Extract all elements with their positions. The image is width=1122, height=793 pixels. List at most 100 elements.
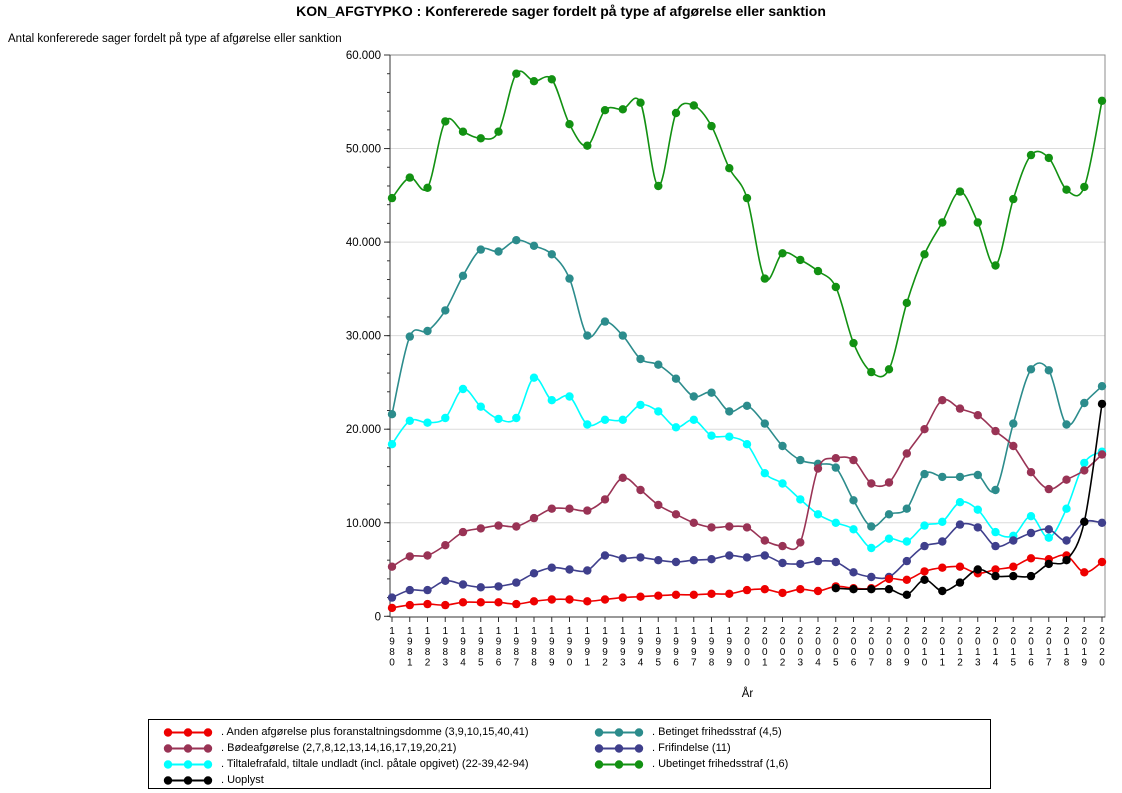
- data-point-uoplyst: [849, 585, 858, 594]
- series-line-ubetinget: [391, 70, 1103, 378]
- data-point-betinget: [742, 401, 752, 410]
- data-point-betinget: [565, 274, 574, 283]
- data-point-anden: [1097, 557, 1107, 567]
- data-point-ubetinget: [405, 173, 414, 182]
- data-point-betinget: [1080, 398, 1089, 408]
- data-point-uoplyst: [955, 578, 965, 587]
- data-point-tiltale: [938, 517, 947, 526]
- legend-label: . Frifindelse (11): [652, 742, 731, 754]
- y-tick-label: 0: [375, 611, 381, 623]
- y-tick-label: 30.000: [346, 331, 381, 343]
- data-point-ubetinget: [689, 101, 698, 110]
- data-point-ubetinget: [565, 120, 574, 129]
- data-point-anden: [1026, 554, 1036, 563]
- data-point-frifindelse: [973, 523, 982, 532]
- data-point-anden: [707, 589, 716, 598]
- data-point-frifindelse: [671, 557, 681, 567]
- data-point-ubetinget: [884, 365, 894, 374]
- data-point-betinget: [689, 392, 698, 401]
- y-tick-label: 50.000: [346, 144, 381, 156]
- data-point-boede: [405, 552, 414, 561]
- data-point-anden: [1080, 568, 1089, 577]
- data-point-tiltale: [867, 543, 876, 553]
- data-point-ubetinget: [1097, 96, 1107, 106]
- data-point-ubetinget: [547, 75, 556, 84]
- data-point-ubetinget: [387, 193, 397, 203]
- data-point-ubetinget: [494, 127, 503, 136]
- data-point-frifindelse: [565, 565, 574, 574]
- data-point-frifindelse: [991, 541, 1000, 551]
- data-point-betinget: [476, 245, 485, 254]
- data-point-betinget: [1026, 365, 1036, 374]
- data-point-tiltale: [778, 479, 787, 488]
- data-point-anden: [725, 589, 734, 598]
- data-point-uoplyst: [867, 585, 876, 594]
- data-point-betinget: [494, 247, 503, 256]
- data-point-betinget: [387, 410, 397, 419]
- legend-marker-icon: [594, 727, 644, 737]
- data-point-tiltale: [991, 527, 1000, 537]
- data-point-anden: [902, 575, 911, 584]
- data-point-ubetinget: [778, 249, 787, 258]
- data-point-frifindelse: [1097, 518, 1107, 527]
- data-point-ubetinget: [1009, 194, 1018, 204]
- legend-item-boede: . Bødeafgørelse (2,7,8,12,13,14,16,17,19…: [161, 740, 529, 756]
- legend-box: . Anden afgørelse plus foranstaltningsdo…: [148, 719, 991, 789]
- data-point-tiltale: [423, 418, 432, 427]
- data-point-frifindelse: [955, 520, 965, 529]
- data-point-anden: [778, 588, 787, 598]
- data-point-frifindelse: [725, 551, 734, 560]
- data-point-betinget: [458, 271, 468, 280]
- data-point-boede: [955, 404, 965, 413]
- data-point-anden: [458, 598, 468, 607]
- legend-item-ubetinget: . Ubetinget frihedsstraf (1,6): [592, 756, 788, 772]
- data-point-boede: [618, 473, 627, 482]
- data-point-betinget: [512, 236, 521, 245]
- data-point-betinget: [547, 250, 556, 259]
- data-point-uoplyst: [973, 565, 982, 574]
- data-point-betinget: [618, 331, 627, 340]
- y-tick-label: 20.000: [346, 424, 381, 436]
- data-point-anden: [742, 585, 752, 595]
- data-point-tiltale: [441, 413, 450, 423]
- data-point-boede: [742, 523, 752, 532]
- data-point-uoplyst: [1062, 556, 1071, 565]
- data-point-frifindelse: [796, 559, 805, 569]
- data-point-boede: [884, 478, 894, 487]
- data-point-ubetinget: [796, 255, 805, 265]
- data-point-betinget: [760, 419, 769, 428]
- series-line-boede: [391, 398, 1103, 568]
- data-point-betinget: [441, 306, 450, 315]
- data-point-betinget: [1097, 382, 1107, 391]
- data-point-ubetinget: [831, 282, 840, 292]
- data-point-betinget: [955, 472, 965, 482]
- data-point-tiltale: [529, 373, 539, 382]
- data-point-boede: [476, 524, 485, 533]
- legend-label: . Ubetinget frihedsstraf (1,6): [652, 758, 789, 770]
- data-point-ubetinget: [991, 261, 1000, 270]
- data-point-ubetinget: [902, 298, 911, 308]
- data-point-frifindelse: [867, 572, 876, 582]
- data-point-boede: [725, 522, 734, 531]
- legend-marker-icon: [594, 743, 644, 753]
- data-point-anden: [387, 603, 397, 613]
- data-point-uoplyst: [1097, 399, 1107, 409]
- data-point-frifindelse: [849, 568, 858, 577]
- data-point-anden: [760, 585, 769, 594]
- data-point-frifindelse: [1062, 536, 1071, 545]
